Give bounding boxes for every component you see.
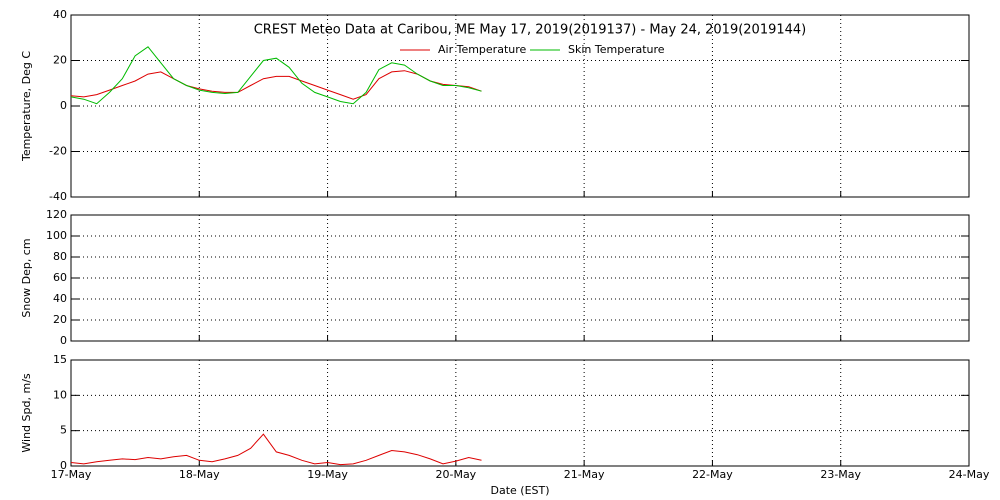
legend-label: Skin Temperature <box>568 43 665 56</box>
x-axis-label: Date (EST) <box>490 484 549 497</box>
y-tick-label: 40 <box>53 292 67 305</box>
data-line <box>70 46 482 105</box>
y-tick-label: 20 <box>53 54 67 67</box>
y-axis-label: Wind Spd, m/s <box>20 373 33 453</box>
x-tick-label: 19-May <box>307 468 348 481</box>
y-tick-label: 15 <box>53 353 67 366</box>
y-tick-label: 80 <box>53 250 67 263</box>
legend-label: Air Temperature <box>438 43 527 56</box>
y-axis-label: Snow Dep, cm <box>20 238 33 317</box>
y-tick-label: 100 <box>46 229 67 242</box>
x-tick-label: 22-May <box>692 468 733 481</box>
x-tick-label: 20-May <box>435 468 476 481</box>
x-tick-label: 24-May <box>949 468 990 481</box>
data-line <box>70 433 482 466</box>
y-tick-label: 0 <box>60 99 67 112</box>
y-tick-label: 120 <box>46 208 67 221</box>
chart-title: CREST Meteo Data at Caribou, ME May 17, … <box>254 23 807 38</box>
x-tick-label: 21-May <box>564 468 605 481</box>
y-tick-label: -20 <box>49 145 67 158</box>
y-tick-label: 60 <box>53 271 67 284</box>
y-tick-label: 40 <box>53 8 67 21</box>
y-tick-label: 10 <box>53 388 67 401</box>
y-axis-label: Temperature, Deg C <box>20 51 33 162</box>
y-tick-label: 0 <box>60 334 67 347</box>
x-tick-label: 18-May <box>179 468 220 481</box>
y-tick-label: 0 <box>60 459 67 472</box>
data-line <box>70 70 482 100</box>
x-tick-label: 17-May <box>51 468 92 481</box>
x-tick-label: 23-May <box>820 468 861 481</box>
y-tick-label: 20 <box>53 313 67 326</box>
y-tick-label: 5 <box>60 424 67 437</box>
plot-frame <box>70 359 970 467</box>
y-tick-label: -40 <box>49 190 67 203</box>
